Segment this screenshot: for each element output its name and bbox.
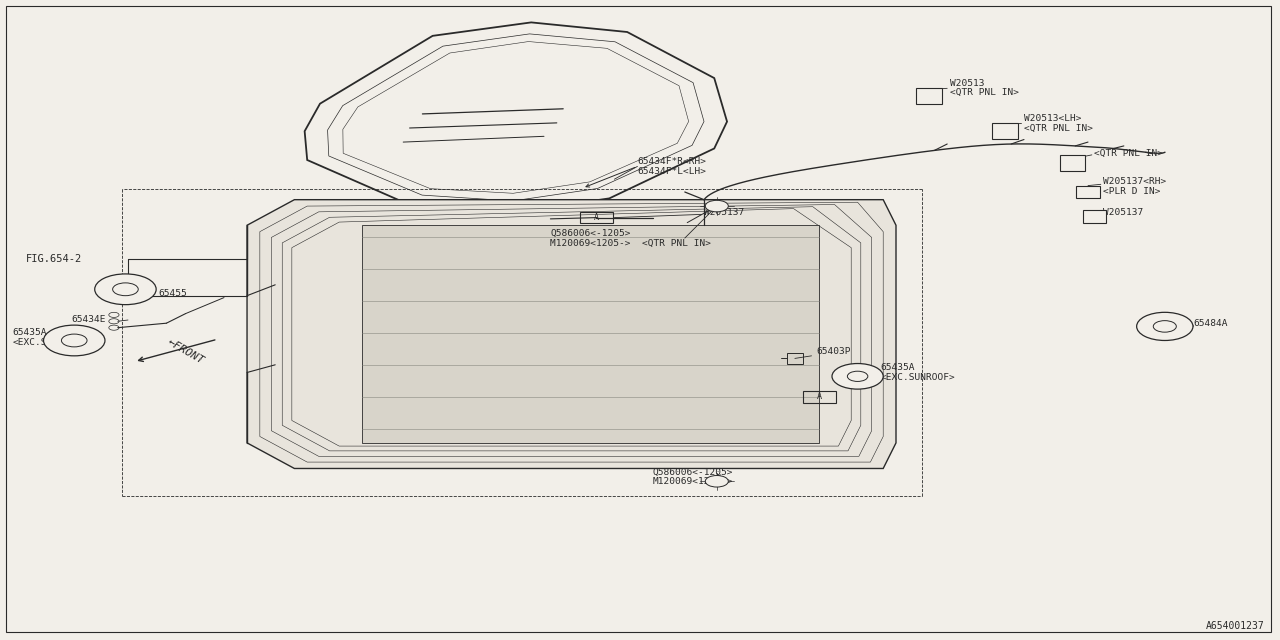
Text: <EXC.SUNROOF>: <EXC.SUNROOF> (881, 373, 955, 382)
Circle shape (832, 364, 883, 389)
Text: FIG.654-2: FIG.654-2 (26, 254, 82, 264)
Text: W20513<LH>: W20513<LH> (1024, 114, 1082, 123)
Polygon shape (305, 22, 727, 212)
Text: 65434F*R<RH>: 65434F*R<RH> (637, 157, 707, 166)
Text: A: A (594, 213, 599, 222)
Circle shape (95, 274, 156, 305)
Text: 65455: 65455 (159, 289, 187, 298)
Text: W205137<RH>: W205137<RH> (1103, 177, 1166, 186)
Text: 65434E: 65434E (72, 316, 106, 324)
Text: ←FRONT: ←FRONT (165, 337, 206, 367)
Text: W205137: W205137 (704, 208, 744, 217)
Circle shape (44, 325, 105, 356)
Text: <QTR PNL IN>: <QTR PNL IN> (1024, 124, 1093, 132)
Text: W205137: W205137 (1103, 208, 1143, 217)
Bar (580, 212, 613, 223)
Bar (916, 88, 942, 104)
Text: <QTR PNL IN>: <QTR PNL IN> (1094, 149, 1164, 158)
Text: M120069<1205->: M120069<1205-> (653, 477, 733, 486)
Bar (992, 122, 1018, 138)
Polygon shape (247, 200, 896, 468)
Text: Q586006<-1205>: Q586006<-1205> (653, 468, 733, 477)
Text: 65435A: 65435A (13, 328, 47, 337)
Circle shape (705, 476, 728, 487)
Text: A: A (817, 392, 822, 401)
Circle shape (705, 200, 728, 212)
Text: 65403P: 65403P (817, 348, 851, 356)
Text: A654001237: A654001237 (1206, 621, 1265, 631)
Text: Q586006<-1205>: Q586006<-1205> (550, 229, 631, 238)
Text: <QTR PNL IN>: <QTR PNL IN> (950, 88, 1019, 97)
Bar (803, 391, 836, 403)
Circle shape (1137, 312, 1193, 340)
Text: 65435A: 65435A (881, 364, 915, 372)
Text: 65434F*L<LH>: 65434F*L<LH> (637, 167, 707, 176)
Bar (1076, 186, 1100, 198)
Bar (787, 353, 803, 364)
Text: M120069<1205->  <QTR PNL IN>: M120069<1205-> <QTR PNL IN> (550, 239, 712, 248)
Text: <PLR D IN>: <PLR D IN> (1103, 188, 1161, 196)
Polygon shape (362, 225, 819, 443)
Text: 65484A: 65484A (1193, 319, 1228, 328)
Text: <EXC.SUNROOF>: <EXC.SUNROOF> (13, 338, 87, 347)
Bar (1060, 155, 1085, 171)
Bar (1083, 210, 1106, 223)
Text: W20513: W20513 (950, 79, 984, 88)
